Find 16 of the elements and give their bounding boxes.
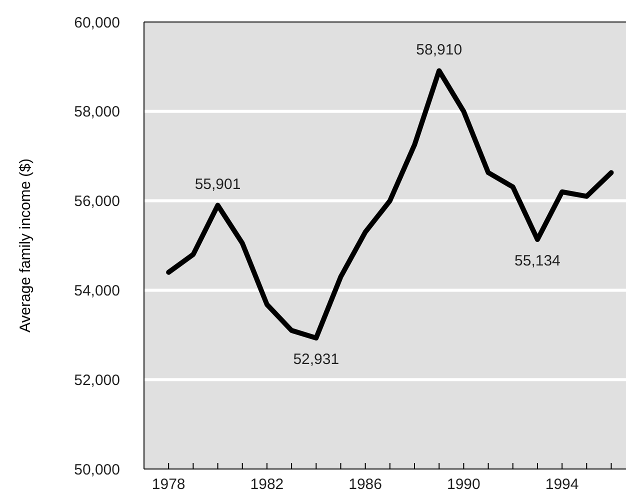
y-tick-label: 58,000 (74, 104, 120, 121)
x-tick-label: 1990 (447, 476, 480, 493)
y-tick-label: 52,000 (74, 372, 120, 389)
y-tick-label: 54,000 (74, 282, 120, 300)
annotation: 55,901 (194, 176, 241, 194)
x-tick-label: 1978 (152, 476, 186, 493)
x-tick-label: 1982 (250, 476, 284, 493)
annotation: 55,134 (514, 252, 560, 270)
y-tick-label: 60,000 (74, 14, 120, 32)
x-tick-label: 1986 (348, 476, 382, 493)
annotation: 58,910 (416, 42, 462, 59)
y-axis-title: Average family income ($) (17, 158, 34, 332)
y-tick-label: 56,000 (74, 193, 120, 210)
y-tick-label: 50,000 (74, 461, 120, 478)
annotation: 52,931 (293, 350, 340, 368)
x-tick-label: 1994 (545, 476, 579, 493)
